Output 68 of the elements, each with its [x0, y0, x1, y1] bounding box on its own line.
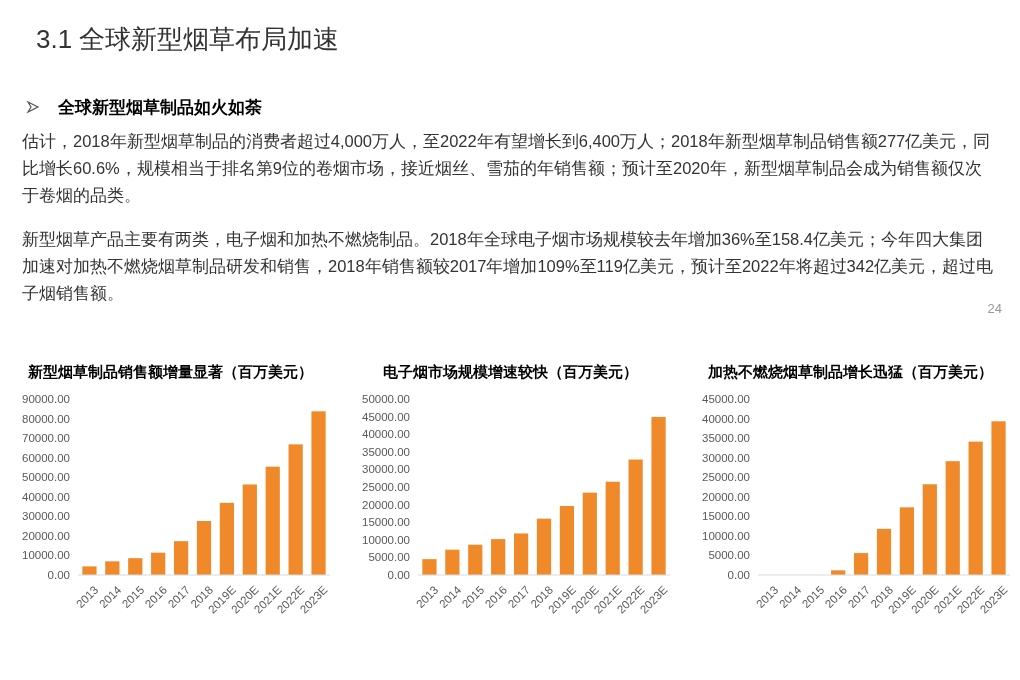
y-tick-label: 40000.00	[702, 412, 750, 425]
bar	[876, 528, 892, 575]
bar	[628, 459, 643, 575]
bar	[311, 411, 326, 575]
bar	[582, 492, 597, 575]
text: 全球新型烟草制品如火如荼	[58, 97, 262, 119]
y-tick-label: 45000.00	[362, 410, 410, 423]
text: 3.1 全球新型烟草布局加速	[36, 23, 340, 56]
y-tick-label: 20000.00	[362, 498, 410, 511]
y-tick-label: 35000.00	[702, 432, 750, 445]
y-tick-label: 20000.00	[22, 529, 70, 542]
y-tick-label: 5000.00	[368, 551, 410, 564]
y-tick-label: 10000.00	[362, 533, 410, 546]
bar	[151, 552, 166, 575]
bar	[968, 441, 983, 575]
bar	[513, 533, 529, 575]
bar	[605, 481, 620, 575]
y-tick-label: 25000.00	[362, 481, 410, 493]
y-tick-label: 45000.00	[702, 393, 750, 405]
chart-title: 加热不燃烧烟草制品增长迅猛（百万美元）	[706, 363, 993, 380]
y-tick-label: 60000.00	[22, 451, 70, 464]
bar	[242, 484, 257, 575]
y-tick-label: 80000.00	[22, 412, 70, 425]
y-tick-label: 5000.00	[708, 549, 750, 562]
y-tick-label: 0.00	[47, 569, 70, 581]
bar	[196, 521, 212, 575]
y-tick-label: 30000.00	[702, 451, 750, 464]
y-tick-label: 90000.00	[22, 393, 70, 405]
bar	[899, 507, 915, 575]
bar	[288, 444, 303, 575]
bar	[651, 416, 666, 575]
y-tick-label: 10000.00	[22, 549, 70, 562]
text: 估计，2018年新型烟草制品的消费者超过4,000万人，至2022年有望增长到6,400万人；2018年新型烟草制品销售额277亿美元，同比增长60.6%，规模相当于排名第9位的卷烟市场，接近烟丝、雪茄的年销售额；预计至2020年，新型烟草制品会成为销售额仅次于卷烟的品类。	[22, 131, 992, 206]
y-tick-label: 50000.00	[22, 471, 70, 484]
bar	[173, 541, 189, 575]
y-tick-label: 70000.00	[22, 432, 70, 445]
y-tick-label: 30000.00	[362, 463, 410, 476]
bar	[445, 549, 460, 575]
y-tick-label: 0.00	[727, 569, 750, 581]
chart-title: 新型烟草制品销售额增量显著（百万美元）	[26, 363, 313, 380]
y-tick-label: 25000.00	[702, 471, 750, 484]
chart-title: 电子烟市场规模增速较快（百万美元）	[382, 363, 638, 380]
text: 24	[987, 301, 1002, 316]
y-tick-label: 10000.00	[702, 529, 750, 542]
bar	[265, 466, 280, 575]
bar	[422, 559, 437, 575]
y-tick-label: 40000.00	[362, 428, 410, 441]
y-tick-label: 30000.00	[22, 510, 70, 523]
bar	[105, 561, 120, 575]
bar	[468, 544, 483, 575]
bar	[82, 566, 97, 575]
y-tick-label: 20000.00	[702, 490, 750, 503]
bar	[536, 518, 552, 575]
bar	[559, 506, 575, 575]
bar	[128, 558, 143, 575]
y-tick-label: 40000.00	[22, 490, 70, 503]
y-tick-label: 0.00	[387, 569, 410, 581]
y-tick-label: 35000.00	[362, 445, 410, 458]
bar	[219, 502, 235, 575]
y-tick-label: 15000.00	[362, 516, 410, 529]
bar	[491, 539, 506, 575]
bar	[991, 421, 1006, 575]
bar	[945, 461, 960, 575]
y-tick-label: 15000.00	[702, 510, 750, 523]
bar	[922, 484, 937, 575]
text: 新型烟草产品主要有两类，电子烟和加热不燃烧制品。2018年全球电子烟市场规模较去年增加36%至158.4亿美元；今年四大集团加速对加热不燃烧烟草制品研发和销售，2018年销售额较2017年增加109%至119亿美元，预计至2022年将超过342亿美元，超过电子烟销售额。	[22, 230, 994, 302]
bar	[853, 553, 869, 575]
y-tick-label: 50000.00	[362, 393, 410, 405]
